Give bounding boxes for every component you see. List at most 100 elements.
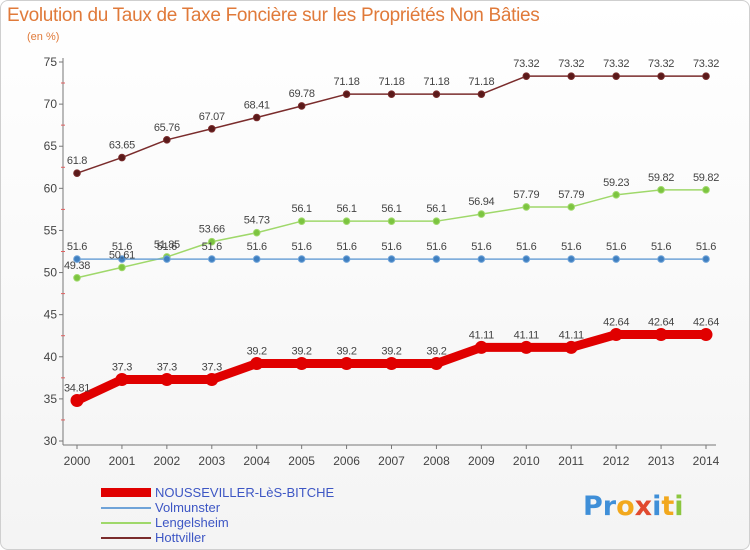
data-label: 34.81 xyxy=(64,382,90,394)
data-point xyxy=(477,255,486,263)
data-point xyxy=(657,255,665,263)
data-point xyxy=(73,169,81,177)
data-label: 50.61 xyxy=(109,249,135,261)
data-label: 71.18 xyxy=(378,76,404,88)
data-point xyxy=(250,357,264,371)
data-point xyxy=(387,90,396,98)
y-tick-label: 45 xyxy=(44,308,58,322)
x-tick-label: 2006 xyxy=(333,454,360,468)
x-tick-label: 2010 xyxy=(513,454,540,468)
data-label: 51.6 xyxy=(651,241,671,253)
data-point xyxy=(477,90,486,98)
logo-letter: Pr xyxy=(583,491,617,522)
x-tick-label: 2000 xyxy=(64,454,91,468)
legend-item: NOUSSEVILLER-LèS-BITCHE xyxy=(101,485,334,500)
series-layer xyxy=(70,72,713,407)
data-label: 51.85 xyxy=(154,239,180,251)
data-label: 41.11 xyxy=(514,329,539,341)
data-label: 53.66 xyxy=(199,224,225,236)
y-tick-label: 75 xyxy=(44,55,58,69)
data-label: 41.11 xyxy=(469,329,494,341)
data-label: 71.18 xyxy=(468,76,494,88)
data-point xyxy=(702,186,710,194)
data-point xyxy=(654,328,668,342)
y-tick-label: 55 xyxy=(44,223,58,237)
data-label: 51.6 xyxy=(561,241,581,253)
data-point xyxy=(115,373,129,387)
data-point xyxy=(297,255,306,263)
data-label: 73.32 xyxy=(558,58,584,70)
logo-letter: t xyxy=(661,491,675,522)
legend-label: Lengelsheim xyxy=(155,515,229,530)
data-label: 56.1 xyxy=(336,203,356,215)
data-label: 59.82 xyxy=(648,172,674,184)
data-point xyxy=(342,217,351,225)
proxiti-logo: Proxiti xyxy=(583,491,684,522)
logo-letter: o xyxy=(616,491,635,522)
data-point xyxy=(207,124,216,133)
data-label: 51.6 xyxy=(247,241,267,253)
data-point xyxy=(207,255,216,263)
data-label: 73.32 xyxy=(513,58,539,70)
data-point xyxy=(387,217,396,225)
data-label: 69.78 xyxy=(289,88,315,100)
data-label: 68.41 xyxy=(244,100,270,112)
data-point xyxy=(295,357,309,371)
legend-swatch xyxy=(101,488,151,497)
data-label: 51.6 xyxy=(696,241,716,253)
data-point xyxy=(519,340,533,354)
logo-letter: x xyxy=(634,491,653,522)
data-label: 61.8 xyxy=(67,155,87,167)
y-unit-label: (en %) xyxy=(27,31,60,43)
data-label: 57.79 xyxy=(513,189,539,201)
data-point xyxy=(207,237,216,246)
data-label: 51.6 xyxy=(471,241,491,253)
data-label: 56.1 xyxy=(426,203,446,215)
data-label: 59.82 xyxy=(693,172,719,184)
data-point xyxy=(702,255,710,263)
data-label: 65.76 xyxy=(154,122,180,134)
data-point xyxy=(702,72,710,80)
data-point xyxy=(429,357,443,371)
data-label: 42.64 xyxy=(693,317,719,329)
data-point xyxy=(297,102,306,110)
legend: NOUSSEVILLER-LèS-BITCHE Volmunster Lengels… xyxy=(101,485,334,545)
data-label: 51.6 xyxy=(426,241,446,253)
data-point xyxy=(657,72,665,80)
data-label: 67.07 xyxy=(199,111,225,123)
y-tick-label: 60 xyxy=(44,181,58,195)
data-point xyxy=(118,263,126,272)
data-point xyxy=(160,373,174,387)
y-tick-label: 35 xyxy=(44,392,58,406)
x-tick-label: 2003 xyxy=(198,454,225,468)
legend-item: Volmunster xyxy=(101,500,334,515)
x-tick-label: 2001 xyxy=(109,454,136,468)
data-point xyxy=(432,255,441,263)
data-point xyxy=(657,186,665,194)
data-point xyxy=(567,203,576,211)
data-label: 39.2 xyxy=(336,346,356,358)
legend-label: Hottviller xyxy=(155,530,206,545)
x-tick-label: 2002 xyxy=(154,454,181,468)
legend-swatch xyxy=(101,506,151,509)
data-point xyxy=(522,255,531,263)
data-label: 51.6 xyxy=(292,241,312,253)
data-label: 51.6 xyxy=(381,241,401,253)
data-point xyxy=(118,153,126,162)
data-label: 57.79 xyxy=(558,189,584,201)
legend-label: NOUSSEVILLER-LèS-BITCHE xyxy=(155,485,335,500)
data-point xyxy=(612,255,620,263)
data-point xyxy=(252,113,261,122)
data-label: 54.73 xyxy=(244,215,270,227)
data-point xyxy=(567,72,576,80)
chart-title: Evolution du Taux de Taxe Foncière sur l… xyxy=(7,5,540,26)
data-label: 73.32 xyxy=(648,58,674,70)
data-label: 73.32 xyxy=(693,58,719,70)
data-label: 56.94 xyxy=(468,196,494,208)
data-point xyxy=(387,255,396,263)
data-point xyxy=(522,72,531,80)
data-point xyxy=(564,340,578,354)
data-label: 51.6 xyxy=(336,241,356,253)
